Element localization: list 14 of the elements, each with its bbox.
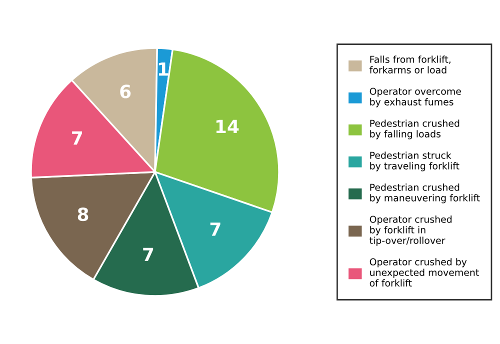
legend-label: Operator crushed by forklift in tip-over/rollover: [370, 216, 452, 246]
legend-label: Pedestrian crushed by maneuvering forklift: [370, 184, 480, 204]
data-label: 1: [158, 62, 168, 76]
data-label: 14: [216, 120, 239, 134]
data-label: 7: [72, 131, 82, 145]
data-label: 6: [120, 84, 131, 98]
legend-label: Operator crushed by unexpected movement of forklift: [370, 258, 479, 287]
legend-label: Falls from forklift, forkarms or load: [370, 56, 450, 74]
legend-label: Pedestrian crushed by falling loads: [370, 120, 460, 140]
data-label: 7: [210, 222, 220, 236]
legend-label: Pedestrian struck by traveling forklift: [370, 152, 460, 172]
data-label: 8: [78, 208, 88, 222]
legend-label: Operator overcome by exhaust fumes: [370, 88, 461, 108]
data-label: 7: [143, 248, 154, 262]
